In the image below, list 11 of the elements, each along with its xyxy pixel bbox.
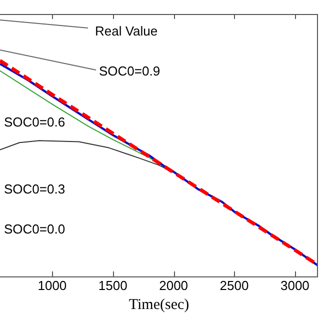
text: Real Value	[95, 24, 158, 39]
x-tick-label: 2500	[220, 278, 249, 293]
x-tick-label: 1000	[38, 278, 67, 293]
x-axis-title: Time(sec)	[128, 296, 190, 313]
x-tick-label: 1500	[98, 278, 128, 293]
annotation: SOC0=0.0	[4, 222, 66, 237]
annotation: SOC0=0.9	[99, 64, 160, 79]
x-tick-label: 3000	[280, 278, 310, 293]
x-tick-label: 2000	[159, 278, 188, 293]
annotation: SOC0=0.3	[4, 182, 66, 197]
annotation: SOC0=0.6	[4, 114, 66, 130]
